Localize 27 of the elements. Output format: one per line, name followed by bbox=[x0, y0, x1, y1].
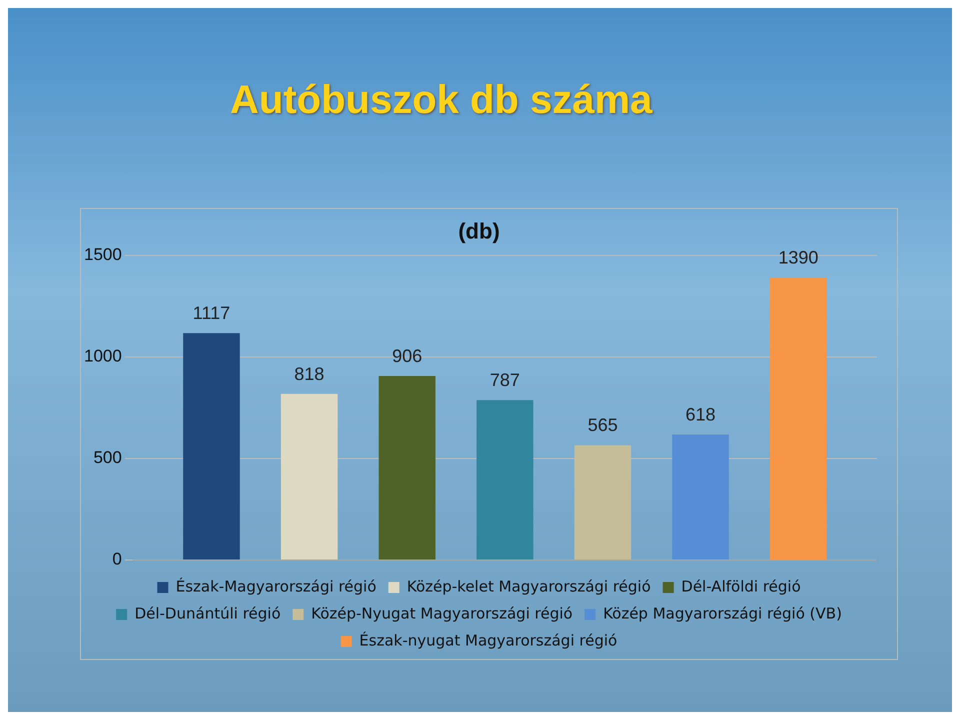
data-label: 906 bbox=[392, 346, 422, 366]
bar bbox=[378, 376, 436, 560]
bar bbox=[770, 278, 827, 560]
data-label: 1390 bbox=[778, 248, 818, 268]
chart-subtitle: (db) bbox=[458, 218, 500, 244]
chart-title: Autóbuszok db száma bbox=[230, 78, 652, 123]
bar bbox=[672, 434, 729, 560]
data-label: 565 bbox=[588, 415, 618, 436]
data-label: 787 bbox=[490, 370, 520, 390]
bar bbox=[476, 400, 534, 560]
y-tick-label: 1500 bbox=[84, 245, 122, 264]
data-label: 818 bbox=[294, 364, 324, 384]
legend-label: Dél-Dunántúli régió bbox=[134, 604, 281, 622]
data-label: 618 bbox=[686, 404, 716, 424]
y-tick-label: 0 bbox=[112, 550, 122, 569]
bar bbox=[183, 333, 240, 560]
y-tick-label: 500 bbox=[93, 448, 122, 468]
bar bbox=[574, 445, 632, 560]
legend-label: Dél-Alföldi régió bbox=[681, 577, 801, 596]
y-tick-label: 1000 bbox=[84, 346, 122, 366]
data-label: 1117 bbox=[192, 303, 230, 324]
legend-label: Észak-nyugat Magyarországi régió bbox=[359, 631, 618, 650]
legend-label: Közép-Nyugat Magyarországi régió bbox=[311, 604, 573, 622]
legend-label: Észak-Magyarországi régió bbox=[176, 577, 376, 596]
bar bbox=[280, 394, 338, 560]
legend-label: Közép-kelet Magyarországi régió bbox=[406, 577, 651, 596]
legend-label: Közép Magyarországi régió (VB) bbox=[603, 604, 842, 622]
